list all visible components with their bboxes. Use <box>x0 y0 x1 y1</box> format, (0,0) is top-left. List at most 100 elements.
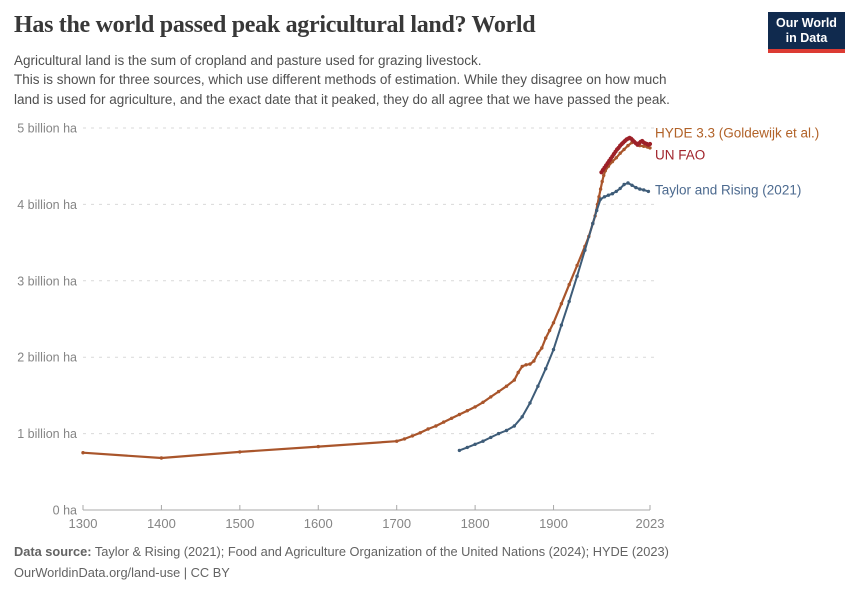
data-point-taylor-1965[interactable] <box>602 195 607 199</box>
data-point-taylor-1790[interactable] <box>465 445 469 450</box>
data-point-hyde-1865[interactable] <box>524 363 528 367</box>
data-point-hyde-1870[interactable] <box>528 362 532 366</box>
data-point-hyde-1750[interactable] <box>434 424 438 428</box>
data-point-taylor-1990[interactable] <box>622 182 626 187</box>
data-point-hyde-1980[interactable] <box>614 156 618 160</box>
data-point-hyde-1800[interactable] <box>473 405 477 409</box>
x-axis-label-2023: 2023 <box>636 516 665 531</box>
owid-logo[interactable]: Our World in Data <box>768 12 845 53</box>
data-point-hyde-1730[interactable] <box>418 431 422 435</box>
data-point-hyde-1500[interactable] <box>238 450 242 454</box>
data-point-hyde-1720[interactable] <box>410 434 415 438</box>
attribution-url-link[interactable]: OurWorldinData.org/land-use <box>14 565 181 580</box>
series-line-taylor[interactable] <box>458 182 650 452</box>
series-lines <box>81 135 653 460</box>
legend-label-hyde[interactable]: HYDE 3.3 (Goldewijk et al.) <box>655 126 819 141</box>
data-point-hyde-1400[interactable] <box>159 456 164 460</box>
data-point-hyde-1990[interactable] <box>622 147 626 152</box>
series-fao[interactable] <box>599 135 653 175</box>
data-point-hyde-1960[interactable] <box>598 187 603 191</box>
series-hyde[interactable] <box>81 140 652 460</box>
data-point-hyde-1985[interactable] <box>618 151 622 155</box>
data-point-taylor-1830[interactable] <box>496 431 501 436</box>
data-point-taylor-1985[interactable] <box>618 186 622 191</box>
data-point-hyde-2015[interactable] <box>642 144 646 148</box>
data-point-taylor-1820[interactable] <box>489 435 493 440</box>
legend-label-fao[interactable]: UN FAO <box>655 148 705 163</box>
data-point-hyde-1910[interactable] <box>559 302 564 306</box>
data-point-taylor-2015[interactable] <box>642 188 646 192</box>
data-point-taylor-2000[interactable] <box>630 183 634 187</box>
data-point-taylor-1940[interactable] <box>583 248 587 252</box>
data-point-hyde-1885[interactable] <box>540 346 544 350</box>
series-taylor[interactable] <box>457 181 651 453</box>
data-point-taylor-1870[interactable] <box>528 401 532 405</box>
data-point-taylor-1890[interactable] <box>544 367 548 371</box>
data-point-taylor-1880[interactable] <box>536 384 540 388</box>
y-axis-label-4: 4 billion ha <box>17 198 77 212</box>
x-axis-label-1500: 1500 <box>225 516 254 531</box>
data-point-taylor-1995[interactable] <box>626 181 630 185</box>
data-point-hyde-1975[interactable] <box>610 159 615 164</box>
data-point-hyde-1880[interactable] <box>536 351 540 356</box>
data-point-taylor-1860[interactable] <box>520 415 524 419</box>
legend-label-taylor[interactable]: Taylor and Rising (2021) <box>655 183 801 198</box>
data-point-taylor-1970[interactable] <box>606 193 611 197</box>
data-point-hyde-1855[interactable] <box>516 370 520 375</box>
data-point-hyde-1740[interactable] <box>426 427 430 431</box>
data-point-taylor-1910[interactable] <box>559 323 564 327</box>
data-point-hyde-1890[interactable] <box>544 336 548 340</box>
data-point-hyde-1860[interactable] <box>520 364 524 369</box>
data-point-fao-2023[interactable] <box>647 141 653 147</box>
data-point-hyde-1810[interactable] <box>481 400 485 404</box>
data-point-hyde-1760[interactable] <box>442 420 446 424</box>
data-point-hyde-1964[interactable] <box>602 173 606 178</box>
data-point-taylor-1840[interactable] <box>504 428 509 433</box>
data-source-line: Data source: Taylor & Rising (2021); Foo… <box>14 543 814 560</box>
x-axis-label-1700: 1700 <box>382 516 411 531</box>
data-point-taylor-1950[interactable] <box>591 221 595 226</box>
data-point-taylor-2005[interactable] <box>634 185 638 190</box>
data-point-hyde-1930[interactable] <box>575 263 579 268</box>
data-point-hyde-1920[interactable] <box>567 282 571 287</box>
data-point-hyde-1830[interactable] <box>496 389 501 394</box>
data-point-taylor-1780[interactable] <box>457 448 462 453</box>
data-point-hyde-1900[interactable] <box>551 321 556 325</box>
data-point-taylor-1850[interactable] <box>512 424 516 428</box>
data-point-taylor-1975[interactable] <box>610 192 615 196</box>
data-point-taylor-1920[interactable] <box>567 299 571 304</box>
data-point-taylor-1900[interactable] <box>551 347 556 352</box>
data-point-hyde-1962[interactable] <box>600 179 604 184</box>
data-point-hyde-1770[interactable] <box>449 416 454 420</box>
axes: 1300 1400 1500 1600 1700 1800 1900 2023 <box>69 505 665 531</box>
data-point-taylor-1955[interactable] <box>595 208 599 213</box>
data-source-label: Data source: <box>14 544 92 559</box>
data-point-hyde-1710[interactable] <box>402 437 407 441</box>
data-point-hyde-1820[interactable] <box>489 395 493 399</box>
data-point-hyde-2023[interactable] <box>648 146 652 150</box>
data-point-hyde-1840[interactable] <box>504 384 509 388</box>
y-axis-label-3: 3 billion ha <box>17 274 77 288</box>
data-point-hyde-1875[interactable] <box>532 359 536 363</box>
data-point-hyde-1300[interactable] <box>81 451 85 455</box>
data-point-hyde-1600[interactable] <box>316 444 320 449</box>
data-point-taylor-2021[interactable] <box>646 189 651 194</box>
data-point-taylor-1960[interactable] <box>598 197 603 201</box>
data-point-taylor-1980[interactable] <box>614 189 618 194</box>
data-point-hyde-1895[interactable] <box>547 328 552 333</box>
page-title: Has the world passed peak agricultural l… <box>14 12 536 38</box>
chart-subtitle: Agricultural land is the sum of cropland… <box>14 51 794 109</box>
data-point-hyde-1850[interactable] <box>512 378 516 382</box>
data-point-hyde-1995[interactable] <box>626 143 630 148</box>
license-link[interactable]: CC BY <box>190 565 230 580</box>
data-point-hyde-1700[interactable] <box>395 439 399 443</box>
data-point-taylor-1800[interactable] <box>473 442 477 446</box>
data-point-taylor-2010[interactable] <box>638 187 642 191</box>
data-point-taylor-1810[interactable] <box>481 439 485 443</box>
data-point-taylor-1930[interactable] <box>575 274 579 278</box>
data-point-hyde-1780[interactable] <box>457 412 462 417</box>
y-axis-label-1: 1 billion ha <box>17 427 77 441</box>
data-point-hyde-1790[interactable] <box>465 409 469 413</box>
series-line-hyde[interactable] <box>81 140 652 460</box>
